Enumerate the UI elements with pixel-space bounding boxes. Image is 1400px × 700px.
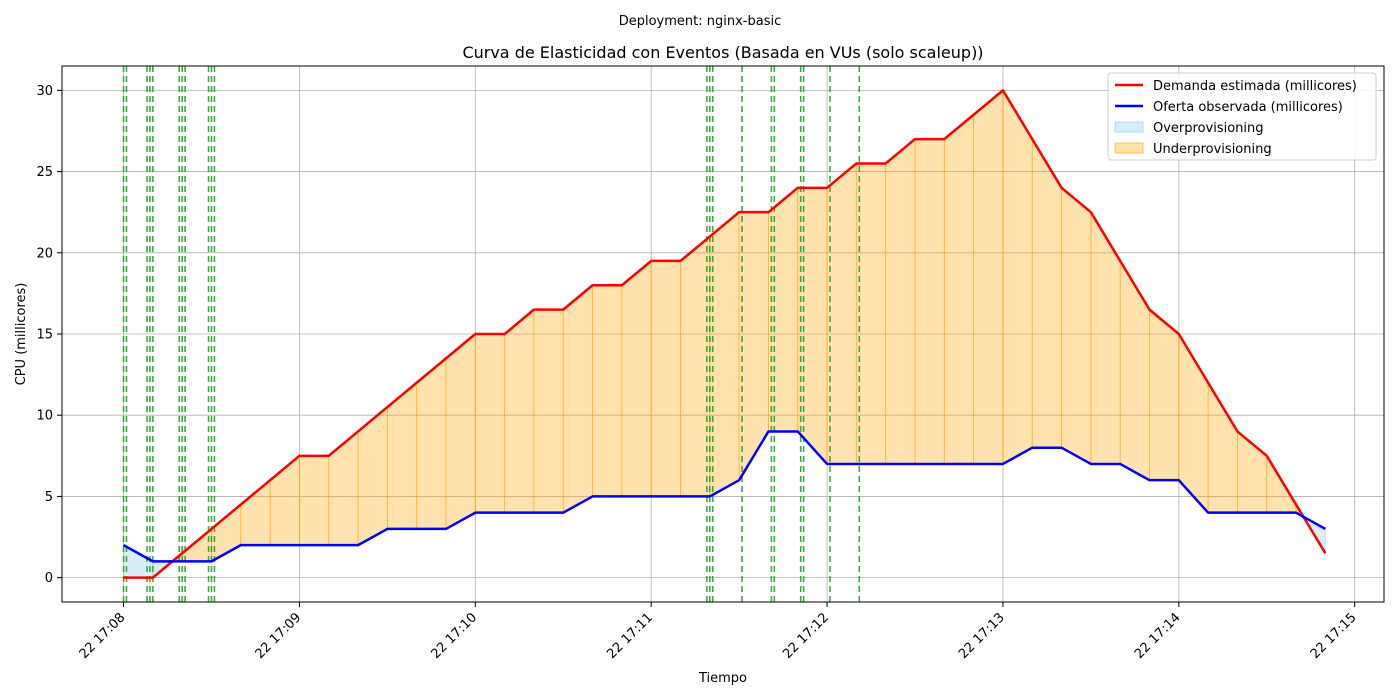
x-tick-label: 22 17:13 — [956, 610, 1008, 662]
underprovisioning-area — [797, 187, 828, 465]
underprovisioning-area — [680, 235, 711, 497]
x-tick-label: 22 17:08 — [77, 610, 129, 662]
deployment-suptitle: Deployment: nginx-basic — [619, 14, 782, 29]
underprovisioning-area — [709, 211, 740, 498]
underprovisioning-area — [1090, 210, 1121, 465]
legend-label-demand: Demanda estimada (millicores) — [1153, 79, 1357, 94]
underprovisioning-area — [1207, 381, 1238, 514]
underprovisioning-area — [533, 309, 564, 514]
legend-swatch-overprovisioning — [1114, 121, 1144, 133]
y-tick-label: 5 — [45, 490, 53, 505]
underprovisioning-area — [1119, 259, 1150, 481]
y-tick-label: 30 — [36, 84, 53, 99]
underprovisioning-area — [650, 260, 681, 497]
underprovisioning-area — [240, 479, 271, 546]
y-tick-label: 20 — [36, 246, 53, 261]
y-tick-label: 25 — [36, 165, 53, 180]
underprovisioning-area — [474, 333, 506, 514]
chart-title: Curva de Elasticidad con Eventos (Basada… — [462, 43, 983, 62]
underprovisioning-area — [1002, 88, 1033, 465]
series-lines — [122, 89, 1327, 579]
underprovisioning-area — [885, 138, 916, 465]
y-tick-label: 0 — [45, 571, 53, 586]
legend-swatch-underprovisioning — [1114, 142, 1144, 154]
x-tick-label: 22 17:09 — [253, 610, 305, 662]
supply-line — [122, 430, 1326, 563]
x-tick-label: 22 17:15 — [1308, 610, 1360, 662]
demand-line — [123, 89, 1327, 579]
legend-frame — [1107, 72, 1377, 161]
x-tick-label: 22 17:14 — [1132, 610, 1184, 662]
underprovisioning-area — [826, 162, 857, 465]
underprovisioning-area — [768, 186, 799, 432]
underprovisioning-area — [943, 113, 975, 465]
underprovisioning-area — [504, 308, 535, 514]
x-axis-label: Tiempo — [698, 671, 747, 686]
underprovisioning-area — [1149, 308, 1180, 481]
underprovisioning-area — [855, 163, 887, 465]
underprovisioning-area — [416, 357, 447, 530]
legend-label-overprovisioning: Overprovisioning — [1153, 121, 1264, 136]
underprovisioning-area — [1031, 137, 1062, 449]
underprovisioning-area — [562, 284, 593, 514]
underprovisioning-area — [1061, 186, 1092, 465]
legend-label-underprovisioning: Underprovisioning — [1153, 142, 1272, 157]
y-tick-label: 10 — [36, 409, 53, 424]
y-axis: 0 5 10 15 20 25 30 — [36, 84, 62, 586]
y-axis-label: CPU (millicores) — [14, 283, 29, 386]
underprovisioning-area — [973, 89, 1004, 465]
y-tick-label: 15 — [36, 328, 53, 343]
underprovisioning-area — [328, 430, 359, 546]
underprovisioning-area — [592, 284, 623, 497]
x-tick-label: 22 17:12 — [780, 610, 832, 662]
underprovisioning-area — [445, 333, 476, 530]
x-tick-label: 22 17:11 — [604, 610, 656, 662]
underprovisioning-area — [299, 455, 330, 546]
underprovisioning-area — [621, 260, 652, 497]
overprovisioning-area — [123, 544, 154, 579]
x-axis: 22 17:08 22 17:09 22 17:10 22 17:11 22 17:12… — [77, 602, 1360, 662]
legend-label-supply: Oferta observada (millicores) — [1153, 100, 1343, 115]
underprovisioning-area — [914, 138, 945, 465]
x-tick-label: 22 17:10 — [428, 610, 480, 662]
legend: Demanda estimada (millicores) Oferta obs… — [1107, 72, 1377, 161]
